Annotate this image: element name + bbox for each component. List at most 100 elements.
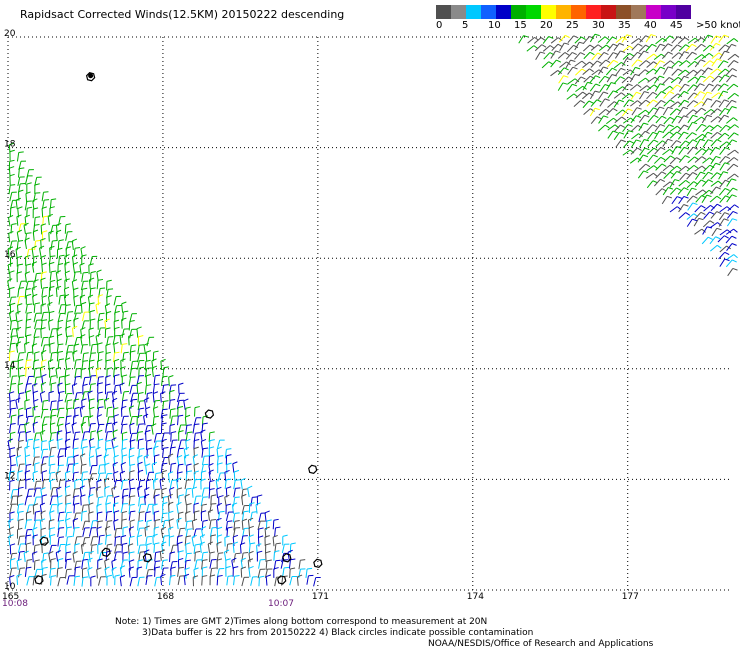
wind-barb bbox=[48, 527, 56, 538]
wind-barb bbox=[49, 422, 56, 434]
wind-barb bbox=[662, 77, 674, 85]
time-end: 10:07 bbox=[268, 599, 294, 609]
wind-barb bbox=[57, 239, 64, 250]
wind-barb bbox=[137, 469, 144, 481]
wind-barb bbox=[607, 52, 618, 61]
wind-barb bbox=[81, 558, 88, 570]
wind-barb bbox=[709, 195, 722, 203]
wind-barb bbox=[33, 487, 42, 497]
wind-barb bbox=[670, 140, 682, 148]
wind-barb bbox=[57, 519, 65, 531]
wind-barb bbox=[153, 542, 160, 553]
wind-barb bbox=[241, 518, 248, 530]
wind-barb bbox=[49, 400, 57, 411]
wind-barb bbox=[726, 218, 738, 227]
wind-barb bbox=[701, 236, 713, 245]
wind-barb bbox=[161, 512, 168, 523]
wind-barb bbox=[128, 376, 136, 387]
wind-barb bbox=[582, 81, 593, 91]
colorbar-labels: 0 5 10 15 20 25 30 35 40 45 >50 knots bbox=[436, 20, 740, 34]
wind-barb bbox=[248, 502, 255, 513]
lat-tick-label: 16 bbox=[4, 250, 16, 260]
wind-barb bbox=[128, 503, 135, 515]
wind-barb bbox=[662, 164, 675, 172]
wind-barb bbox=[104, 473, 113, 483]
wind-barb bbox=[686, 218, 698, 227]
wind-barb bbox=[65, 494, 71, 506]
wind-barb bbox=[534, 44, 547, 52]
wind-barb bbox=[622, 83, 633, 92]
wind-barb bbox=[8, 296, 17, 307]
wind-barb bbox=[152, 503, 158, 515]
wind-barb bbox=[719, 141, 732, 148]
wind-barb bbox=[128, 405, 135, 417]
wind-barb bbox=[621, 34, 632, 43]
wind-barb bbox=[193, 510, 200, 522]
wind-barb bbox=[607, 43, 618, 52]
wind-barb bbox=[200, 496, 208, 507]
wind-barb bbox=[208, 469, 214, 481]
wind-barb bbox=[64, 393, 73, 403]
wind-barb bbox=[41, 423, 48, 435]
wind-barb bbox=[34, 239, 41, 251]
wind-barb bbox=[718, 187, 730, 196]
wind-barb bbox=[655, 91, 666, 99]
wind-barb bbox=[719, 155, 731, 164]
lat-tick-label: 12 bbox=[4, 471, 15, 481]
wind-barb bbox=[710, 203, 722, 212]
wind-barb bbox=[678, 75, 689, 85]
wind-barb bbox=[725, 235, 737, 244]
wind-barb bbox=[710, 124, 722, 132]
wind-barb bbox=[224, 448, 232, 459]
wind-barb bbox=[200, 438, 207, 451]
wind-barb bbox=[90, 343, 98, 354]
wind-barb bbox=[64, 254, 70, 266]
wind-barb bbox=[209, 558, 217, 569]
wind-barb bbox=[224, 469, 230, 482]
wind-barb bbox=[121, 488, 129, 499]
wind-barb bbox=[81, 391, 90, 401]
island-outline bbox=[85, 72, 96, 82]
wind-barb bbox=[192, 423, 200, 434]
wind-barb bbox=[152, 391, 159, 403]
wind-barb bbox=[183, 446, 189, 459]
wind-barb bbox=[64, 568, 72, 579]
wind-barb bbox=[226, 543, 233, 554]
wind-barb bbox=[176, 477, 182, 489]
wind-barb bbox=[17, 423, 25, 434]
wind-barb bbox=[9, 479, 15, 491]
wind-barb bbox=[233, 520, 240, 531]
wind-barb bbox=[47, 213, 53, 226]
wind-barb bbox=[81, 320, 90, 330]
wind-barb bbox=[114, 495, 120, 507]
wind-barb bbox=[96, 479, 102, 491]
wind-barb bbox=[678, 60, 691, 67]
wind-barb bbox=[621, 93, 634, 100]
wind-barb bbox=[305, 567, 313, 579]
wind-barb bbox=[160, 422, 167, 434]
wind-barb bbox=[711, 227, 722, 237]
wind-barb bbox=[26, 576, 35, 586]
wind-barb bbox=[136, 352, 145, 363]
colorbar-swatch bbox=[571, 5, 586, 19]
wind-barb bbox=[701, 114, 712, 124]
wind-barb bbox=[9, 319, 17, 330]
island-outline bbox=[204, 409, 215, 419]
wind-barb bbox=[264, 535, 270, 547]
wind-barb bbox=[718, 90, 729, 100]
colorbar-swatch bbox=[586, 5, 601, 19]
note-line-3: NOAA/NESDIS/Office of Research and Appli… bbox=[428, 639, 654, 649]
wind-barb bbox=[49, 408, 58, 419]
wind-barb bbox=[694, 156, 707, 163]
wind-barb bbox=[622, 52, 635, 60]
wind-barb bbox=[191, 534, 197, 547]
wind-barb bbox=[185, 510, 191, 522]
wind-barb bbox=[66, 463, 74, 474]
wind-barb bbox=[56, 333, 63, 345]
wind-barb bbox=[191, 518, 198, 530]
wind-barb bbox=[589, 33, 600, 43]
wind-barb bbox=[663, 171, 675, 179]
wind-barb bbox=[144, 384, 152, 395]
wind-barb bbox=[598, 108, 611, 116]
wind-barb bbox=[41, 262, 47, 274]
